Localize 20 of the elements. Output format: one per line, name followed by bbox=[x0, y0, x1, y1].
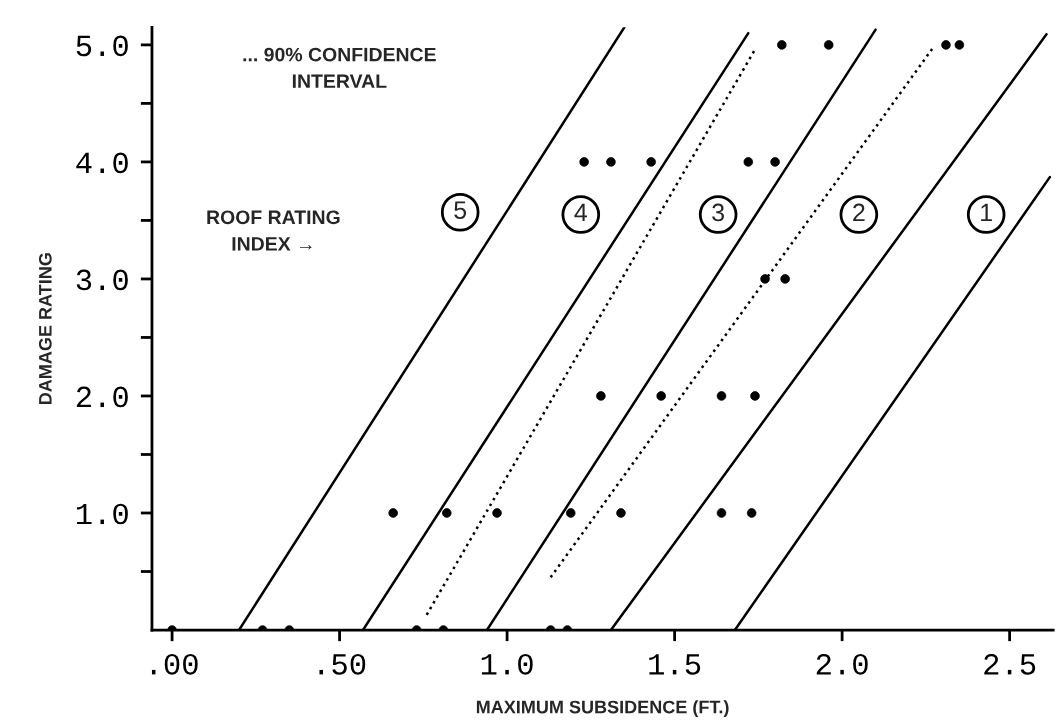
x-tick-label: 1.5 bbox=[649, 654, 701, 675]
annotation: 2 bbox=[853, 203, 865, 222]
x-tick-label: .50 bbox=[319, 653, 366, 675]
annotation: 1 bbox=[981, 203, 992, 222]
x-tick-label: 2.5 bbox=[984, 653, 1036, 675]
annotation: 5 bbox=[454, 201, 467, 219]
annotation: 4 bbox=[574, 203, 588, 222]
annotation: ... 90% CONFIDENCE INTERVAL bbox=[243, 47, 436, 88]
y-tick-label: 5.0 bbox=[76, 35, 128, 57]
y-tick-label: 4.0 bbox=[76, 152, 128, 174]
x-axis-title: MAXIMUM SUBSIDENCE (FT.) bbox=[476, 700, 729, 717]
x-tick-label: 1.0 bbox=[481, 653, 533, 675]
annotation: ROOF RATING INDEX → bbox=[207, 210, 340, 251]
x-tick-label: 2.0 bbox=[816, 653, 868, 675]
y-tick-label: 3.0 bbox=[76, 269, 128, 291]
y-tick-label: 1.0 bbox=[76, 503, 128, 525]
y-tick-label: 2.0 bbox=[76, 386, 128, 408]
annotation: 3 bbox=[712, 203, 725, 222]
x-tick-label: .00 bbox=[151, 653, 198, 675]
y-axis-title: DAMAGE RATING bbox=[38, 253, 52, 405]
